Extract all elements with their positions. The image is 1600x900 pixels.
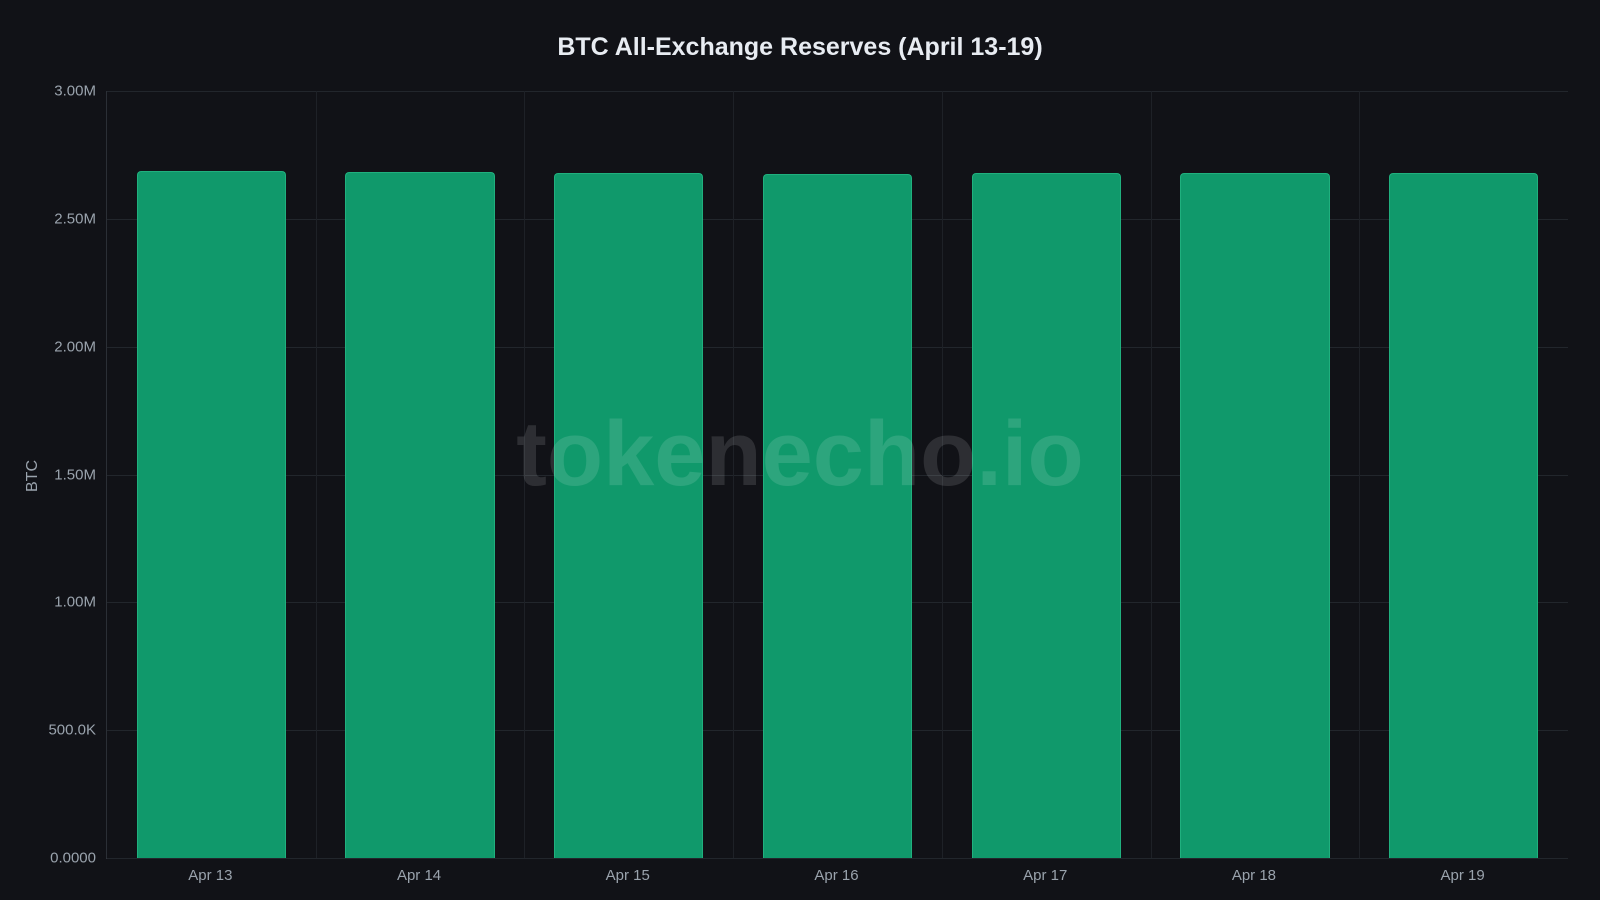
- y-tick-label: 500.0K: [48, 721, 96, 739]
- y-tick-label: 2.00M: [54, 338, 96, 356]
- gridline-vertical: [941, 91, 943, 858]
- bar-apr-16[interactable]: [762, 174, 913, 858]
- x-tick-label: Apr 19: [1440, 867, 1485, 884]
- x-tick-label: Apr 18: [1231, 867, 1277, 884]
- bar-apr-17[interactable]: [971, 173, 1121, 858]
- y-tick-label: 3.00M: [54, 82, 96, 100]
- plot-area: [106, 91, 1568, 859]
- bar-apr-19[interactable]: [1389, 172, 1539, 858]
- gridline-vertical: [733, 91, 735, 858]
- gridline-vertical: [315, 91, 317, 858]
- y-tick-label: 1.00M: [54, 593, 96, 611]
- y-tick-label: 2.50M: [54, 210, 96, 228]
- chart-title: BTC All-Exchange Reserves (April 13-19): [557, 33, 1043, 61]
- x-tick-label: Apr 13: [188, 867, 233, 884]
- gridline-vertical: [1150, 91, 1152, 858]
- bar-apr-14[interactable]: [345, 172, 495, 858]
- gridline-horizontal: [107, 858, 1568, 859]
- gridline-vertical: [1359, 91, 1361, 858]
- x-tick-label: Apr 16: [814, 867, 859, 884]
- x-tick-label: Apr 14: [396, 867, 442, 884]
- bar-apr-18[interactable]: [1180, 173, 1330, 858]
- gridline-horizontal: [107, 91, 1568, 92]
- bar-apr-13[interactable]: [136, 171, 286, 858]
- bar-apr-15[interactable]: [554, 173, 704, 858]
- y-tick-label: 0.0000: [50, 849, 96, 867]
- x-tick-label: Apr 15: [605, 867, 650, 884]
- y-tick-label: 1.50M: [54, 466, 96, 483]
- x-tick-label: Apr 17: [1023, 867, 1068, 884]
- gridline-vertical: [524, 91, 526, 858]
